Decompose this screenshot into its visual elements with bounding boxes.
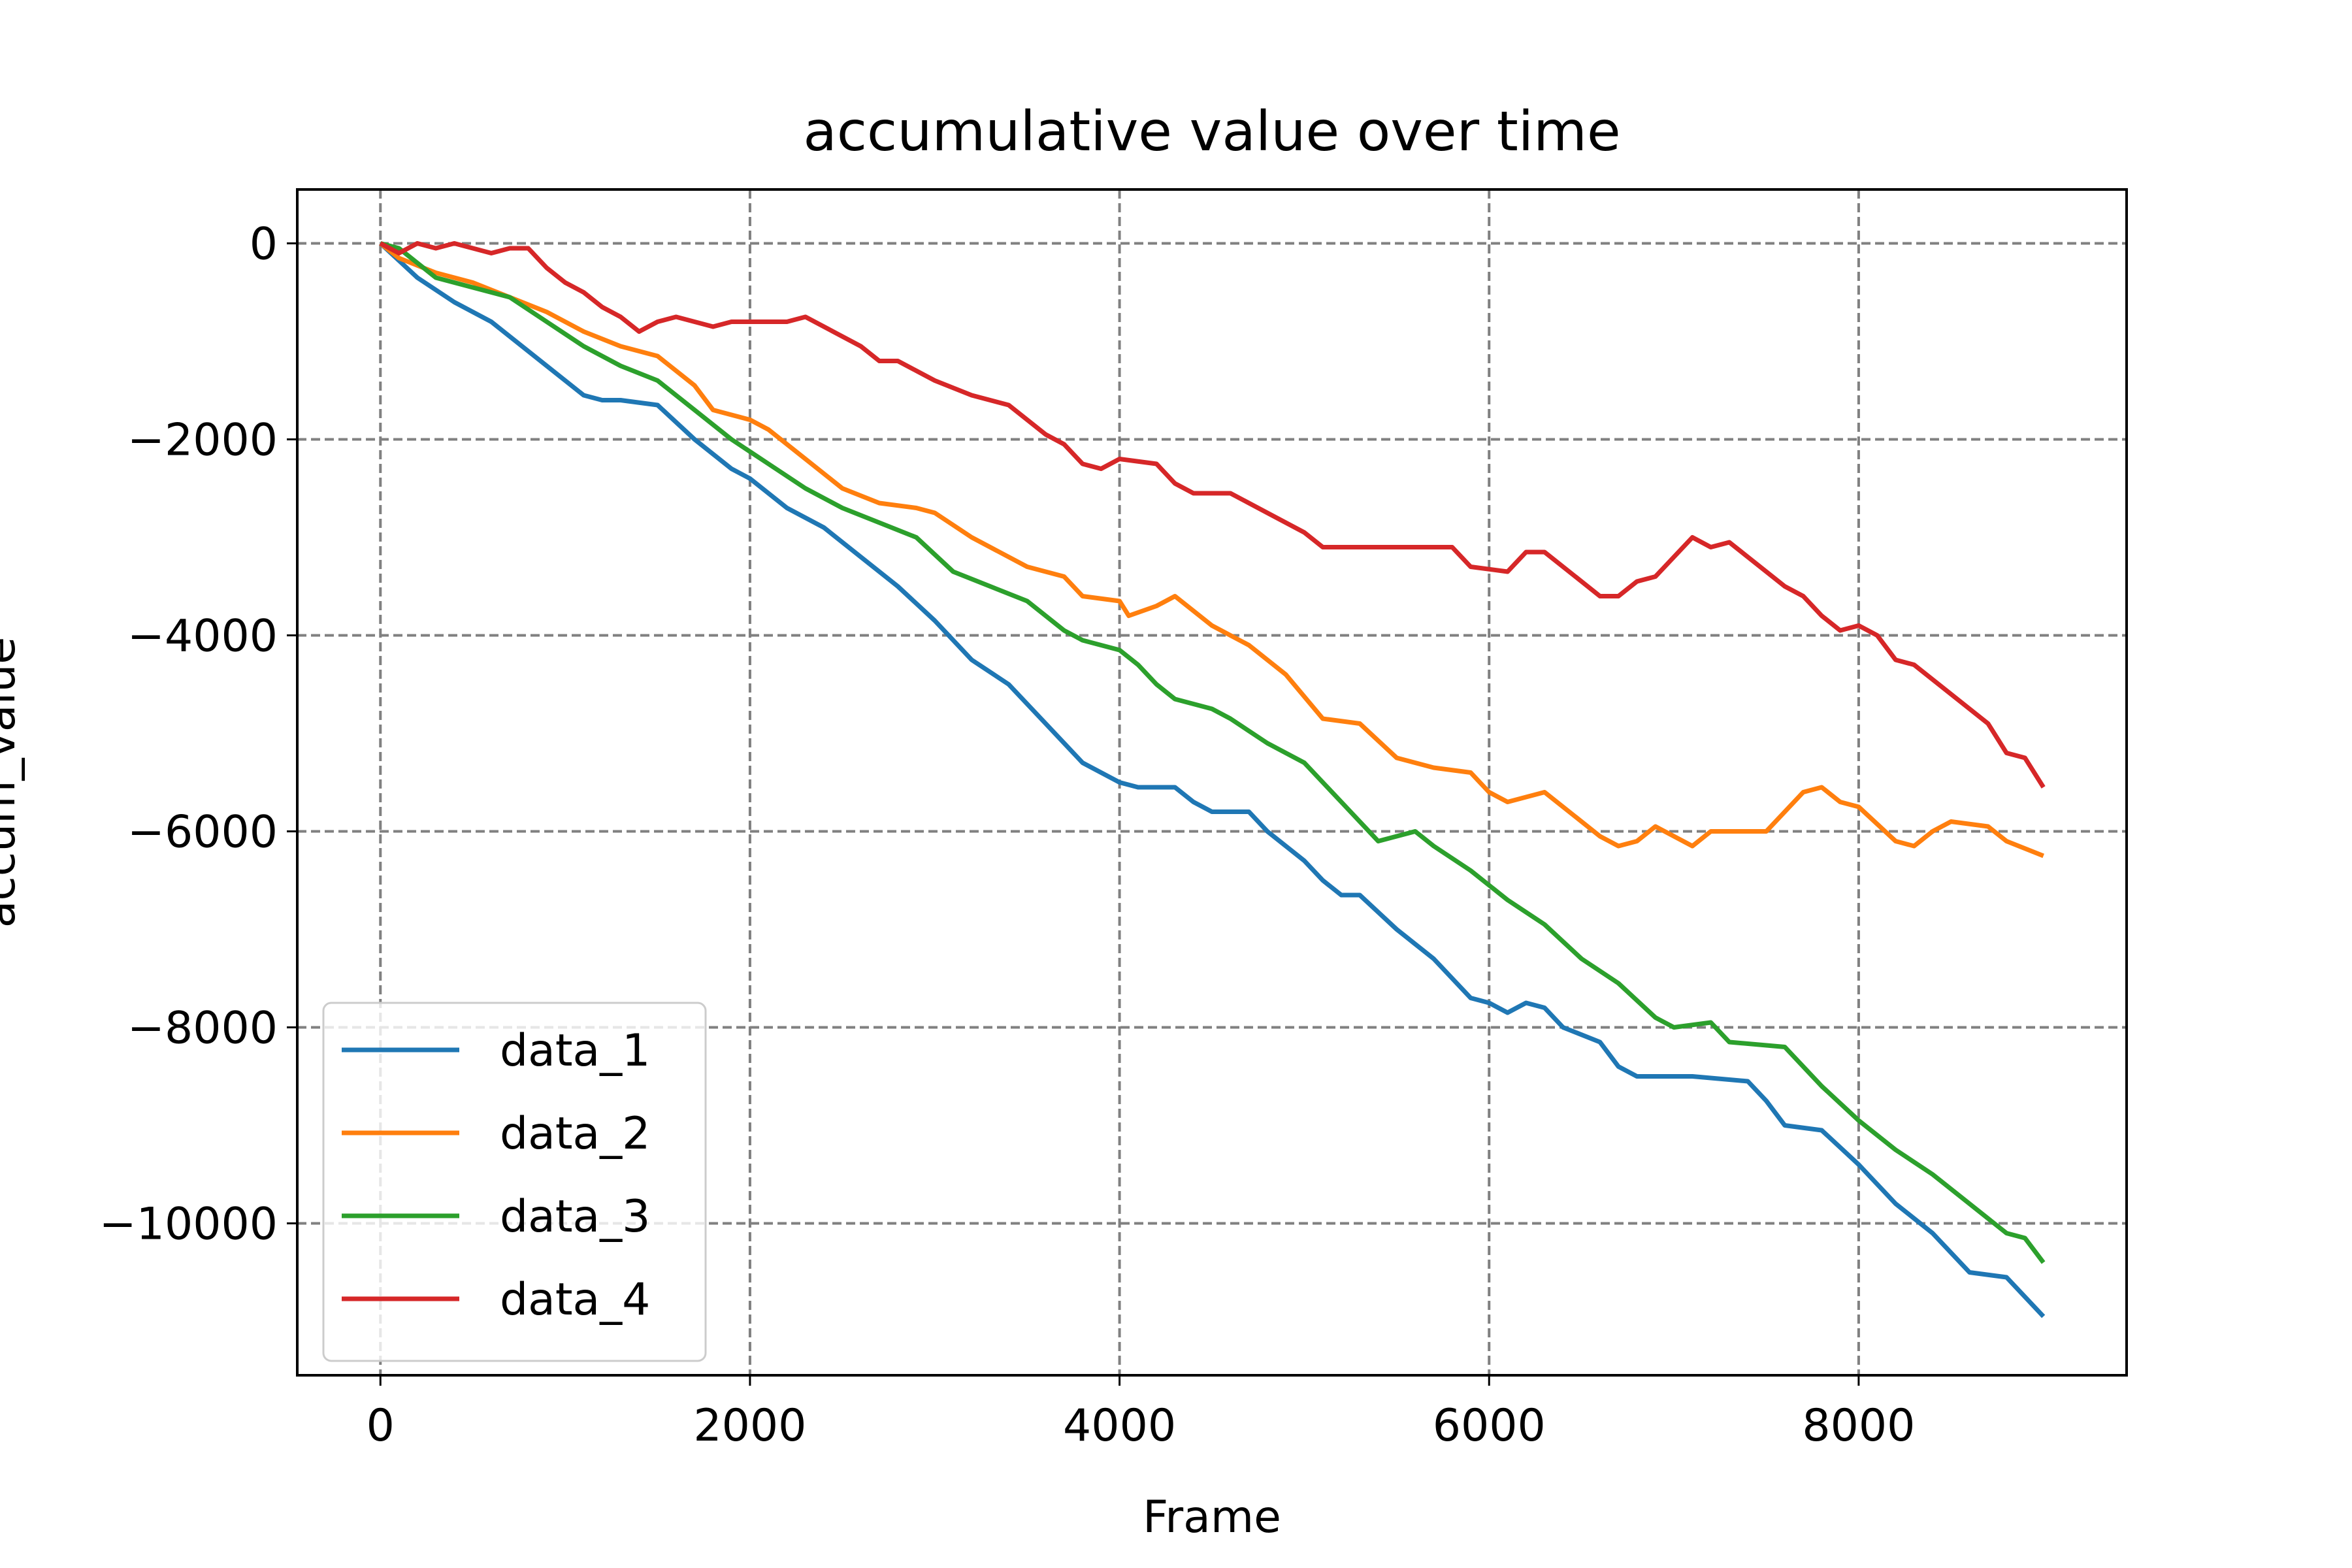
y-tick-label: −6000: [127, 807, 278, 858]
y-tick-label: −8000: [127, 1003, 278, 1054]
series-line-4: [379, 241, 2046, 789]
y-tick-label: −2000: [127, 415, 278, 466]
x-tick-label: 2000: [693, 1400, 806, 1452]
y-axis-label: accum_value: [0, 637, 25, 928]
x-tick-label: 4000: [1063, 1400, 1176, 1452]
legend-label: data_3: [500, 1191, 650, 1243]
legend: data_1 data_2 data_3 data_4: [322, 1002, 707, 1362]
legend-box: [322, 1002, 707, 1362]
y-tick-label: −4000: [127, 611, 278, 662]
x-tick-label: 8000: [1802, 1400, 1915, 1452]
series-line-2: [379, 241, 2044, 858]
series-lines: [378, 241, 2046, 1318]
y-tick-label: −10000: [99, 1199, 278, 1250]
series-line-3: [380, 241, 2046, 1264]
x-axis-label: Frame: [1143, 1492, 1281, 1543]
plot-frame: [296, 188, 2128, 1377]
y-tick-label: 0: [250, 219, 278, 270]
legend-label: data_1: [500, 1025, 650, 1077]
chart-title: accumulative value over time: [803, 99, 1620, 163]
x-tick-label: 0: [367, 1400, 395, 1452]
series-line-1: [378, 241, 2046, 1318]
x-tick-label: 6000: [1433, 1400, 1546, 1452]
legend-label: data_4: [500, 1274, 650, 1326]
legend-label: data_2: [500, 1108, 650, 1160]
axis-ticks: 0 2000 4000 6000 8000 0 −2000 −4000 −6000 −8000 −1…: [99, 219, 1916, 1452]
